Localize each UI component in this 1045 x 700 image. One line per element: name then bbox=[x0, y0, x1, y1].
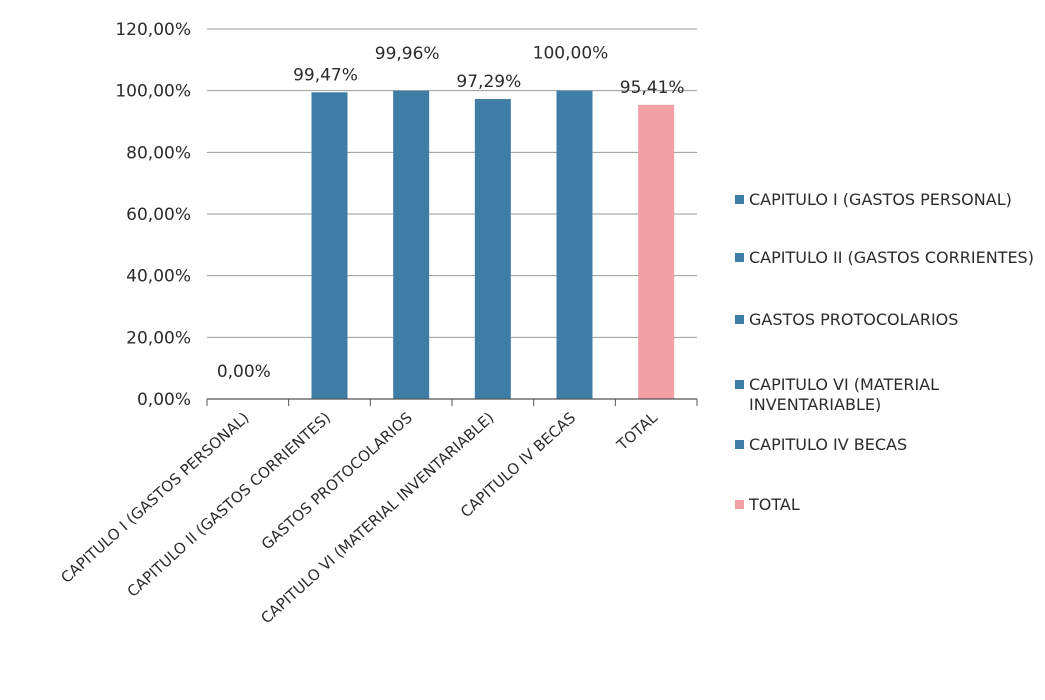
legend-label: CAPITULO I (GASTOS PERSONAL) bbox=[749, 190, 1012, 209]
y-tick-label: 60,00% bbox=[126, 205, 191, 225]
y-tick-label: 100,00% bbox=[115, 82, 191, 102]
bar bbox=[393, 90, 430, 399]
data-label: 100,00% bbox=[533, 44, 609, 64]
legend-item: CAPITULO VI (MATERIAL INVENTARIABLE) bbox=[735, 375, 1035, 415]
legend-swatch bbox=[735, 315, 744, 324]
bar bbox=[474, 99, 511, 400]
data-label: 99,47% bbox=[293, 65, 358, 85]
legend-label: CAPITULO IV BECAS bbox=[749, 435, 908, 454]
data-label: 97,29% bbox=[456, 72, 521, 92]
legend-item: CAPITULO II (GASTOS CORRIENTES) bbox=[735, 248, 1035, 268]
y-tick-label: 40,00% bbox=[126, 267, 191, 287]
x-tick-label: TOTAL bbox=[613, 408, 662, 454]
bar bbox=[556, 90, 593, 400]
legend-swatch bbox=[735, 380, 744, 389]
legend-item: GASTOS PROTOCOLARIOS bbox=[735, 310, 1035, 330]
bar bbox=[311, 92, 348, 399]
y-tick-label: 20,00% bbox=[126, 328, 191, 348]
y-tick-label: 0,00% bbox=[137, 390, 191, 410]
axes bbox=[206, 398, 698, 406]
legend-item: CAPITULO IV BECAS bbox=[735, 435, 1035, 455]
legend-item: CAPITULO I (GASTOS PERSONAL) bbox=[735, 190, 1035, 210]
data-label: 95,41% bbox=[620, 78, 685, 98]
legend-swatch bbox=[735, 440, 744, 449]
data-label: 0,00% bbox=[217, 362, 271, 382]
legend-label: GASTOS PROTOCOLARIOS bbox=[749, 310, 959, 329]
data-label: 99,96% bbox=[375, 44, 440, 64]
y-tick-labels: 0,00% 20,00% 40,00% 60,00% 80,00% 100,00% 120,… bbox=[115, 20, 191, 410]
bars bbox=[311, 90, 675, 400]
legend-label: CAPITULO II (GASTOS CORRIENTES) bbox=[749, 248, 1034, 267]
y-tick-label: 80,00% bbox=[126, 143, 191, 163]
legend-label: CAPITULO VI (MATERIAL INVENTARIABLE) bbox=[749, 375, 940, 414]
bar bbox=[638, 104, 675, 400]
gridlines bbox=[207, 28, 697, 338]
legend-swatch bbox=[735, 195, 744, 204]
x-tick-label: GASTOS PROTOCOLARIOS bbox=[258, 409, 416, 554]
data-labels: 0,00% 99,47% 99,96% 97,29% 100,00% 95,41% bbox=[217, 44, 685, 382]
legend-item: TOTAL bbox=[735, 495, 1035, 515]
legend-swatch bbox=[735, 253, 744, 262]
x-tick-labels: CAPITULO I (GASTOS PERSONAL)CAPITULO II … bbox=[57, 408, 661, 627]
legend-swatch bbox=[735, 500, 744, 509]
legend-label: TOTAL bbox=[749, 495, 800, 514]
y-tick-label: 120,00% bbox=[115, 20, 191, 40]
